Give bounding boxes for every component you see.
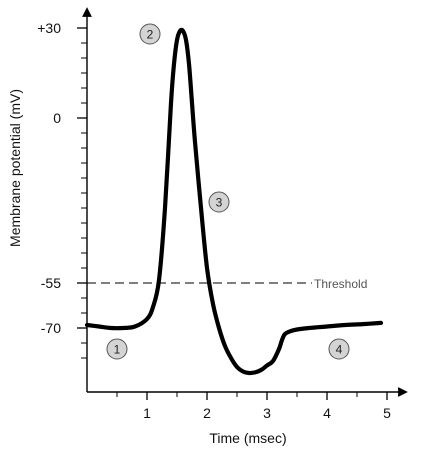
x-tick-label: 5	[383, 405, 391, 421]
phase-marker-label: 4	[336, 343, 343, 357]
x-tick-label: 2	[203, 405, 211, 421]
y-axis-title: Membrane potential (mV)	[7, 89, 23, 247]
y-tick-label: +30	[37, 20, 61, 36]
phase-marker-label: 1	[114, 343, 121, 357]
phase-marker-circle	[139, 23, 161, 45]
threshold-label: Threshold	[314, 277, 367, 291]
phase-marker-4: 4	[328, 338, 350, 360]
action-potential-line	[84, 27, 384, 376]
phase-marker-circle	[208, 191, 230, 213]
phase-marker-1: 1	[106, 338, 128, 360]
phase-marker-3: 3	[208, 191, 230, 213]
y-tick-label: 0	[53, 110, 61, 126]
phase-marker-2: 2	[139, 23, 161, 45]
series-layer	[84, 27, 384, 376]
ticks: +30 0 -55 -70 1 2 3 4 5	[37, 20, 391, 421]
phase-marker-label: 3	[216, 196, 223, 210]
y-tick-label: -70	[41, 320, 61, 336]
phase-markers: 1 2 3 4	[106, 23, 350, 360]
phase-marker-circle	[106, 338, 128, 360]
x-tick-label: 3	[263, 405, 271, 421]
x-axis-title: Time (msec)	[209, 430, 286, 446]
x-tick-label: 4	[323, 405, 331, 421]
phase-marker-label: 2	[147, 28, 154, 42]
x-tick-label: 1	[143, 405, 151, 421]
phase-marker-circle	[328, 338, 350, 360]
reference-lines: Threshold	[87, 277, 367, 291]
y-tick-label: -55	[41, 275, 61, 291]
